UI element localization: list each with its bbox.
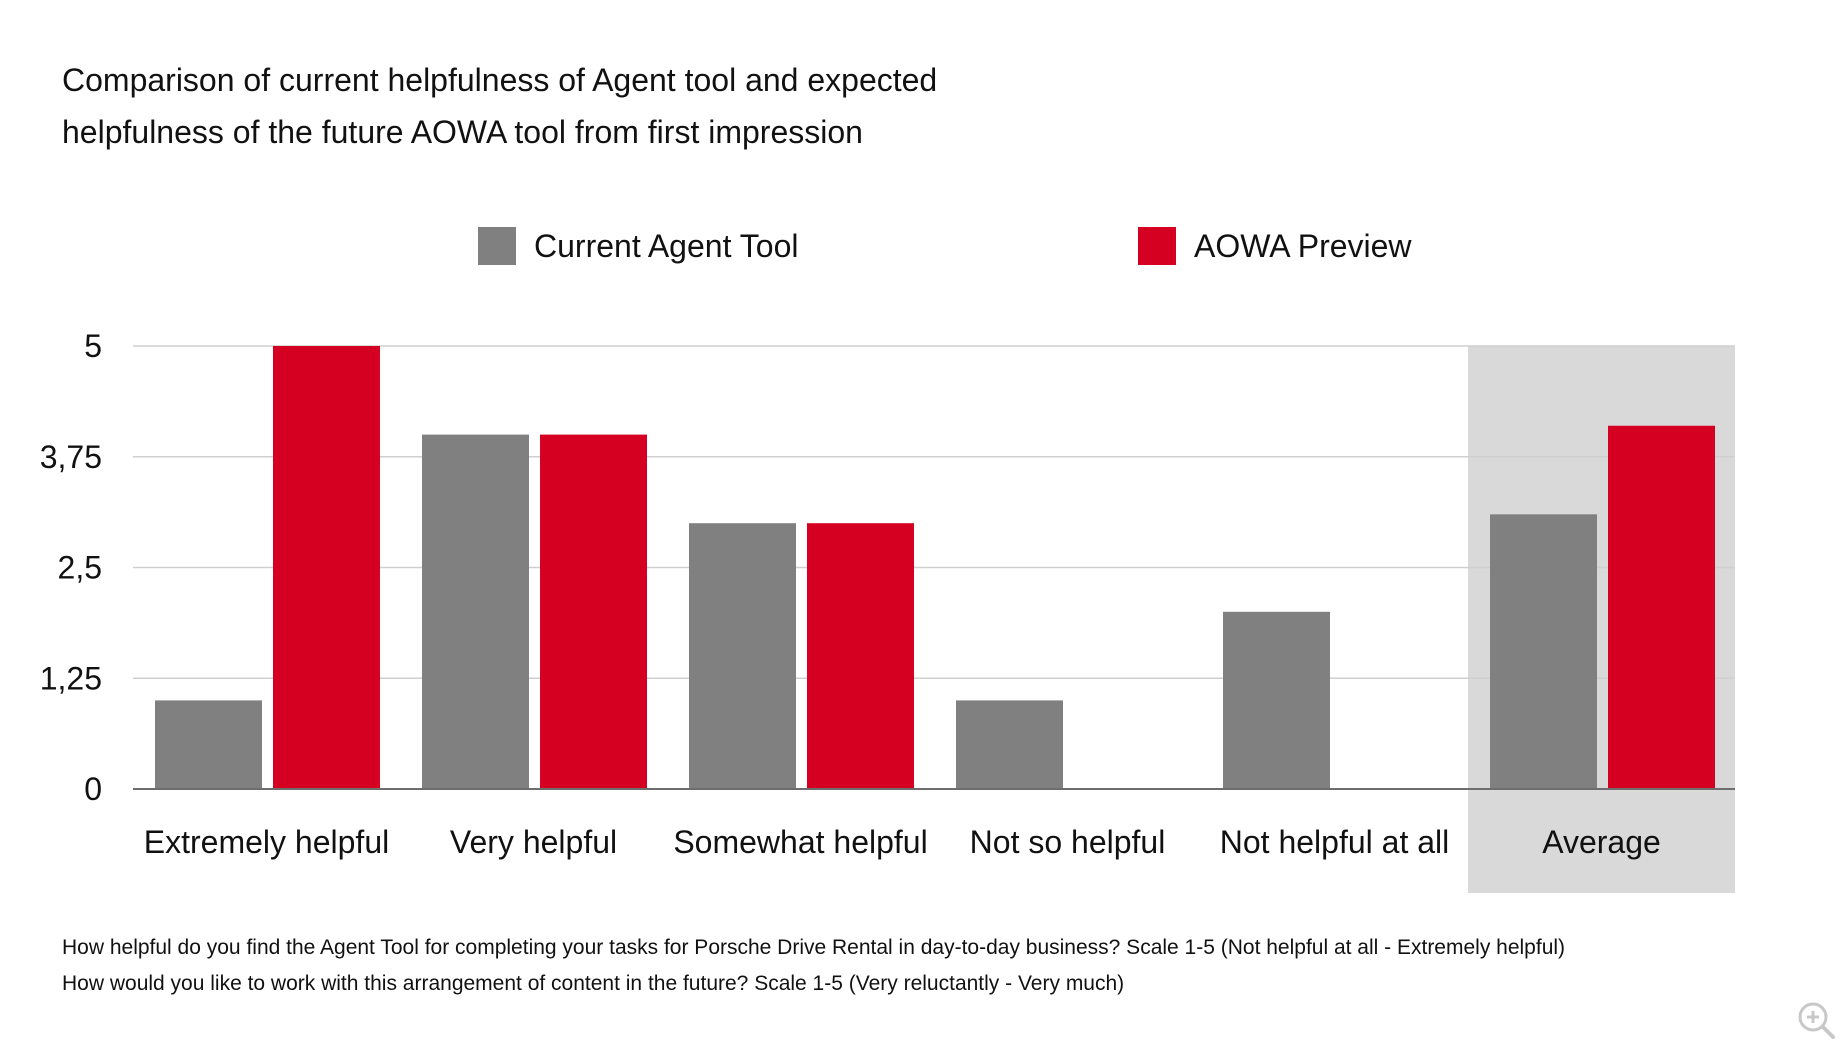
y-tick-label: 5 [84, 328, 102, 364]
bar-aowa-preview [540, 434, 647, 789]
bar-current-agent-tool [422, 434, 529, 789]
y-tick-label: 0 [84, 771, 102, 807]
bar-aowa-preview [273, 346, 380, 789]
bar-current-agent-tool [1223, 611, 1330, 789]
x-category-label: Somewhat helpful [673, 824, 927, 860]
legend-item-current-agent-tool: Current Agent Tool [478, 226, 798, 266]
y-tick-label: 3,75 [40, 439, 102, 475]
chart-title: Comparison of current helpfulness of Age… [62, 54, 1062, 158]
legend-swatch-current-agent-tool [478, 227, 516, 265]
chart-title-line-1: Comparison of current helpfulness of Age… [62, 62, 938, 98]
zoom-in-icon[interactable] [1796, 1000, 1836, 1040]
legend-label-current-agent-tool: Current Agent Tool [534, 227, 799, 264]
bar-current-agent-tool [956, 700, 1063, 789]
bar-current-agent-tool [155, 700, 262, 789]
footnote-2: How would you like to work with this arr… [62, 972, 1125, 995]
y-tick-label: 2,5 [58, 550, 102, 586]
chart-title-line-2: helpfulness of the future AOWA tool from… [62, 114, 863, 150]
y-tick-label: 1,25 [40, 660, 102, 696]
bar-aowa-preview [807, 523, 914, 789]
x-category-label: Average [1542, 824, 1661, 860]
bar-current-agent-tool [689, 523, 796, 789]
legend-swatch-aowa-preview [1138, 227, 1176, 265]
x-category-label: Not so helpful [970, 824, 1166, 860]
footnote-1: How helpful do you find the Agent Tool f… [62, 936, 1566, 959]
bar-chart: 0 1,25 2,5 3,75 5 Extremely helpful Very helpf… [40, 328, 1735, 893]
legend-label-aowa-preview: AOWA Preview [1194, 227, 1412, 264]
legend-item-aowa-preview: AOWA Preview [1138, 226, 1412, 266]
x-category-label: Not helpful at all [1220, 824, 1449, 860]
x-category-label: Extremely helpful [144, 824, 389, 860]
bar-aowa-preview [1608, 425, 1715, 789]
x-category-label: Very helpful [450, 824, 617, 860]
bar-current-agent-tool [1490, 514, 1597, 789]
